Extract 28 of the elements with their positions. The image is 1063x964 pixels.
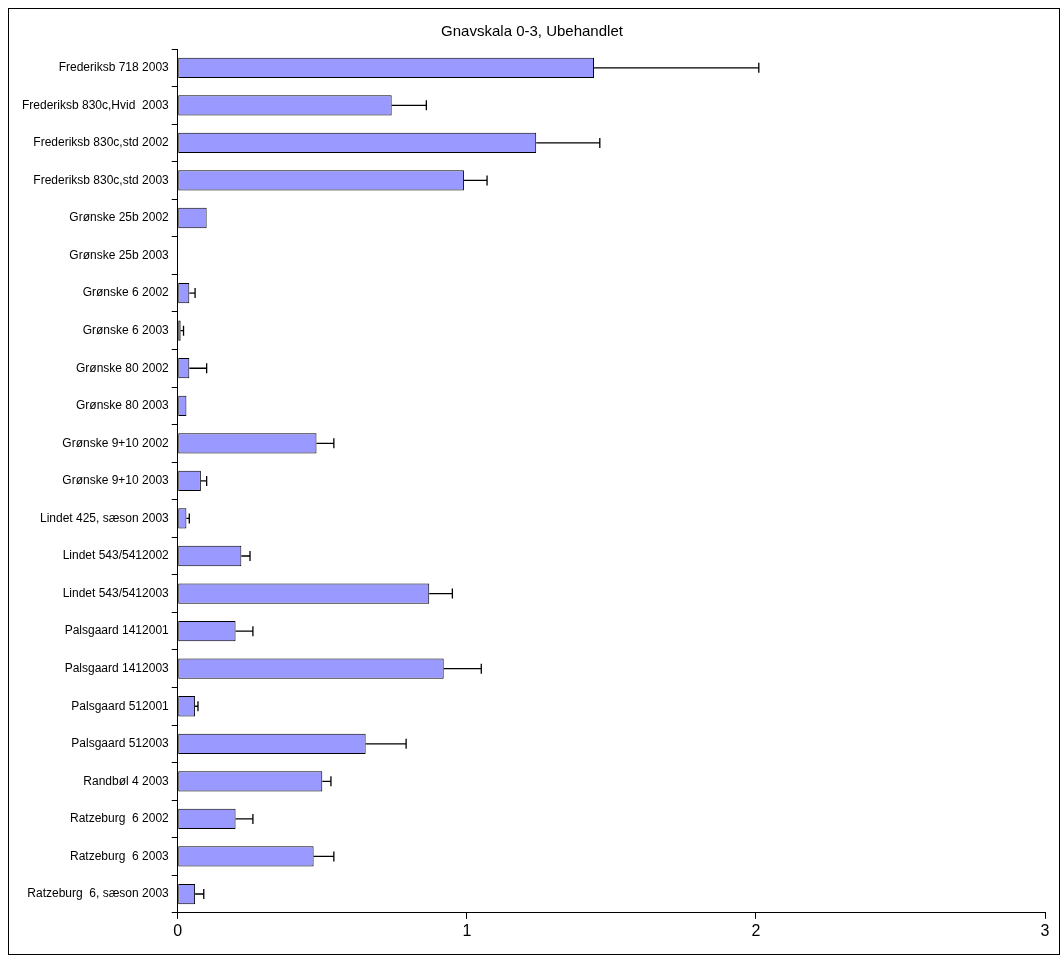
y-tick-label: Ratzeburg 6 2003: [69, 848, 170, 863]
x-tick-label: 1: [462, 921, 472, 939]
y-tick-label: Frederiksb 830c,std 2002: [33, 135, 170, 150]
y-tick-label: Grønske 25b 2003: [69, 247, 170, 262]
y-tick-label: Grønske 9+10 2003: [62, 473, 170, 488]
y-tick-label: Lindet 543/5412002: [62, 548, 170, 563]
y-tick-label: Frederiksb 718 2003: [58, 60, 170, 75]
y-tick-label: Palsgaard 1412001: [64, 623, 170, 638]
y-tick-label: Palsgaard 1412003: [64, 661, 170, 675]
y-tick-label: Grønske 6 2003: [82, 322, 170, 337]
y-tick-label: Grønske 6 2002: [82, 285, 170, 300]
y-tick-label: Palsgaard 512001: [71, 698, 170, 713]
x-tick-label: 3: [1040, 921, 1050, 939]
y-tick-label: Frederiksb 830c,std 2003: [33, 172, 170, 187]
y-tick-label: Lindet 543/5412003: [62, 585, 170, 600]
y-tick-label: Grønske 80 2003: [76, 398, 170, 413]
y-tick-label: Ratzeburg 6, sæson 2003: [27, 886, 170, 901]
x-tick-label: 2: [751, 921, 761, 939]
y-tick-label: Ratzeburg 6 2002: [69, 811, 170, 826]
y-tick-label: Grønske 9+10 2002: [62, 435, 170, 450]
y-tick-label: Grønske 80 2002: [76, 360, 170, 375]
y-tick-label: Randbøl 4 2003: [83, 773, 170, 788]
chart-title: Gnavskala 0-3, Ubehandlet: [441, 22, 624, 40]
y-tick-label: Palsgaard 512003: [71, 736, 170, 751]
y-tick-label: Frederiksb 830c,Hvid 2003: [21, 97, 170, 112]
x-tick-label: 0: [173, 921, 183, 939]
y-tick-label: Lindet 425, sæson 2003: [39, 510, 170, 525]
y-tick-label: Grønske 25b 2002: [69, 210, 170, 225]
